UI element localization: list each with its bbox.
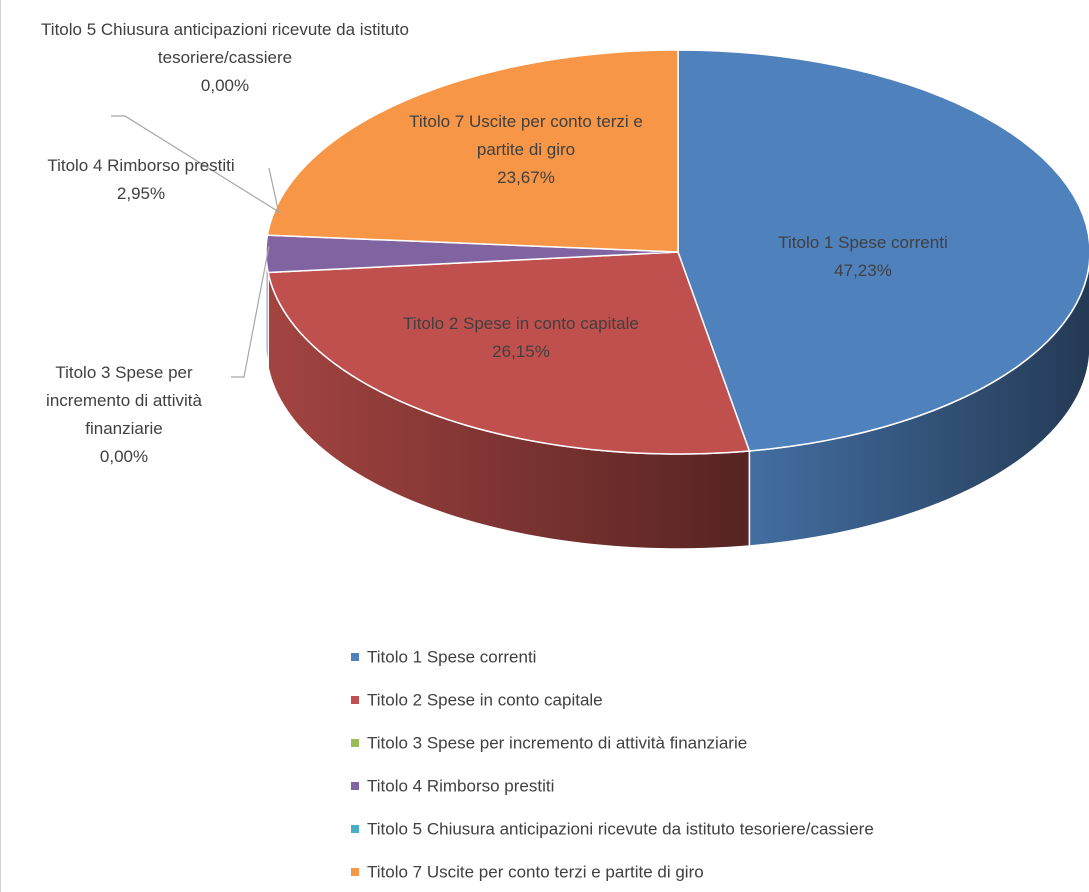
legend-label: Titolo 5 Chiusura anticipazioni ricevute… xyxy=(367,819,874,838)
leader-line xyxy=(111,115,280,213)
label-category: Titolo 4 Rimborso prestiti xyxy=(47,156,235,175)
legend-swatch xyxy=(351,696,359,704)
pie-slice xyxy=(265,234,679,274)
pie-slice xyxy=(266,49,679,253)
data-label: Titolo 3 Spese per incremento di attivit… xyxy=(14,359,234,471)
legend-swatch xyxy=(351,739,359,747)
legend-swatch xyxy=(351,653,359,661)
label-category: Titolo 2 Spese in conto capitale xyxy=(403,314,639,333)
pie-slice xyxy=(267,251,751,455)
pie-slice xyxy=(677,49,1089,452)
leader-line xyxy=(268,167,280,215)
legend-swatch xyxy=(351,782,359,790)
legend-label: Titolo 1 Spese correnti xyxy=(367,647,536,666)
label-value: 2,95% xyxy=(116,184,166,203)
label-value: 47,23% xyxy=(834,261,892,280)
leader-line xyxy=(231,245,270,378)
label-value: 26,15% xyxy=(492,342,550,361)
label-value: 23,67% xyxy=(497,168,555,187)
data-label: Titolo 5 Chiusura anticipazioni ricevute… xyxy=(10,16,440,100)
label-category: Titolo 7 Uscite per conto terzi e partit… xyxy=(409,112,643,159)
data-label: Titolo 1 Spese correnti 47,23% xyxy=(758,229,968,285)
label-value: 0,00% xyxy=(99,447,149,466)
legend-label: Titolo 4 Rimborso prestiti xyxy=(367,776,554,795)
label-value: 0,00% xyxy=(200,76,250,95)
label-category: Titolo 5 Chiusura anticipazioni ricevute… xyxy=(41,20,409,67)
legend-label: Titolo 2 Spese in conto capitale xyxy=(367,690,603,709)
legend-label: Titolo 7 Uscite per conto terzi e partit… xyxy=(367,862,704,881)
legend-label: Titolo 3 Spese per incremento di attivit… xyxy=(367,733,747,752)
data-label: Titolo 2 Spese in conto capitale 26,15% xyxy=(396,310,646,366)
label-category: Titolo 3 Spese per incremento di attivit… xyxy=(46,363,202,438)
data-label: Titolo 7 Uscite per conto terzi e partit… xyxy=(401,108,651,192)
data-label: Titolo 4 Rimborso prestiti 2,95% xyxy=(1,152,291,208)
legend-swatch xyxy=(351,868,359,876)
legend-swatch xyxy=(351,825,359,833)
label-category: Titolo 1 Spese correnti xyxy=(778,233,948,252)
